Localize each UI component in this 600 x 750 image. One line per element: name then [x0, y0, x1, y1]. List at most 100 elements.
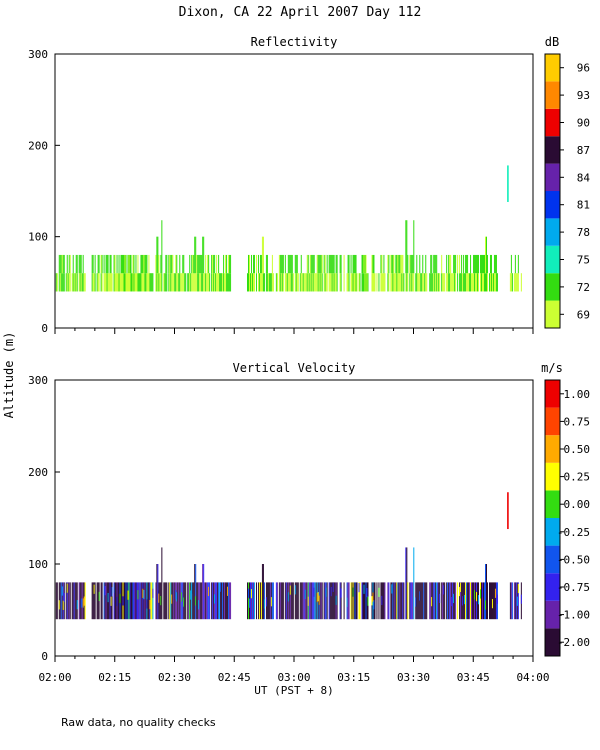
- velocity-bin: [178, 582, 180, 620]
- velocity-bin: [372, 592, 374, 602]
- velocity-bin: [495, 582, 497, 620]
- reflectivity-bin: [262, 273, 264, 292]
- velocity-bin: [403, 582, 405, 620]
- velocity-bin: [270, 597, 272, 607]
- reflectivity-bin: [515, 273, 517, 292]
- reflectivity-bin: [290, 273, 292, 292]
- reflectivity-bin: [320, 254, 322, 274]
- reflectivity-bin: [69, 273, 71, 292]
- velocity-bin: [383, 582, 385, 620]
- reflectivity-bin: [247, 273, 249, 292]
- velocity-bin: [393, 582, 395, 620]
- velocity-bin: [517, 583, 519, 594]
- reflectivity-bin: [371, 273, 373, 292]
- reflectivity-bin: [80, 273, 82, 292]
- reflectivity-bin: [125, 273, 127, 292]
- reflectivity-bin: [253, 273, 255, 292]
- reflectivity-bin: [361, 273, 363, 292]
- reflectivity-bin: [203, 273, 205, 292]
- reflectivity-bin: [122, 273, 124, 292]
- velocity-title: Vertical Velocity: [233, 361, 356, 375]
- velocity-bin: [395, 582, 397, 620]
- velocity-bin: [482, 587, 484, 597]
- reflectivity-bin: [74, 273, 76, 292]
- reflectivity-bin: [402, 254, 404, 274]
- reflectivity-bin: [272, 273, 274, 292]
- velocity-bin: [459, 586, 461, 597]
- reflectivity-bin: [365, 273, 367, 292]
- velocity-bin: [206, 582, 208, 620]
- reflectivity-bin: [119, 273, 121, 292]
- reflectivity-bin: [227, 273, 229, 292]
- reflectivity-bin: [426, 273, 428, 292]
- velocity-bin: [80, 598, 82, 608]
- colorbar-segment: [545, 490, 560, 518]
- reflectivity-bin: [330, 273, 332, 292]
- reflectivity-bin: [55, 273, 57, 292]
- velocity-bin: [266, 582, 268, 620]
- colorbar-label: 81: [577, 199, 590, 212]
- reflectivity-bin: [366, 273, 368, 292]
- reflectivity-bin: [169, 273, 171, 292]
- reflectivity-bin: [141, 254, 143, 274]
- reflectivity-bin: [284, 273, 286, 292]
- reflectivity-bin: [431, 254, 433, 274]
- reflectivity-bin: [489, 254, 491, 274]
- reflectivity-bin: [157, 273, 159, 292]
- reflectivity-bin: [448, 273, 450, 292]
- reflectivity-bin: [96, 273, 98, 292]
- reflectivity-bin: [259, 273, 261, 292]
- velocity-bin: [84, 582, 86, 620]
- reflectivity-bin: [509, 273, 511, 292]
- reflectivity-bin: [166, 273, 168, 292]
- reflectivity-bin: [151, 273, 153, 292]
- velocity-bin: [111, 582, 113, 620]
- colorbar-label: -0.25: [557, 526, 590, 539]
- reflectivity-bin: [450, 273, 452, 292]
- reflectivity-bin: [223, 273, 225, 292]
- velocity-bin: [494, 588, 496, 598]
- velocity-bin: [218, 582, 220, 620]
- velocity-bin: [415, 597, 417, 607]
- colorbar-label: 0.75: [564, 415, 591, 428]
- velocity-bin: [252, 582, 254, 620]
- reflectivity-bin: [284, 254, 286, 274]
- velocity-y-ticks: 0 100 200 300: [28, 374, 60, 663]
- reflectivity-bin: [261, 236, 263, 274]
- reflectivity-bin: [398, 273, 400, 292]
- velocity-bin: [155, 582, 157, 620]
- reflectivity-bin: [183, 273, 185, 292]
- reflectivity-bin: [493, 254, 495, 274]
- velocity-bin: [196, 582, 198, 620]
- y-tick-label: 200: [28, 139, 48, 152]
- reflectivity-bin: [271, 254, 273, 274]
- reflectivity-bin: [380, 254, 382, 274]
- velocity-bin: [251, 582, 253, 620]
- velocity-bin: [120, 582, 122, 620]
- x-tick-label: 02:30: [158, 671, 191, 684]
- colorbar-segment: [545, 218, 560, 246]
- reflectivity-bin: [193, 273, 195, 292]
- velocity-bin: [94, 582, 96, 620]
- velocity-bin: [471, 582, 473, 620]
- velocity-bin: [410, 582, 412, 620]
- colorbar-segment: [545, 273, 560, 301]
- reflectivity-bin: [425, 254, 427, 274]
- reflectivity-bin: [367, 273, 369, 292]
- reflectivity-bin: [129, 254, 131, 274]
- colorbar-segment: [545, 628, 560, 656]
- velocity-bin: [366, 582, 368, 620]
- reflectivity-bin: [442, 273, 444, 292]
- reflectivity-bin: [170, 254, 172, 274]
- reflectivity-bin: [476, 254, 478, 274]
- velocity-bin: [207, 582, 209, 620]
- velocity-bin: [192, 582, 194, 620]
- velocity-bin: [443, 582, 445, 620]
- reflectivity-bin: [460, 273, 462, 292]
- reflectivity-bin: [128, 273, 130, 292]
- velocity-bin: [108, 582, 110, 620]
- reflectivity-bin: [454, 254, 456, 274]
- colorbar-segment: [545, 300, 560, 328]
- velocity-bin: [187, 582, 189, 620]
- reflectivity-bin: [483, 273, 485, 292]
